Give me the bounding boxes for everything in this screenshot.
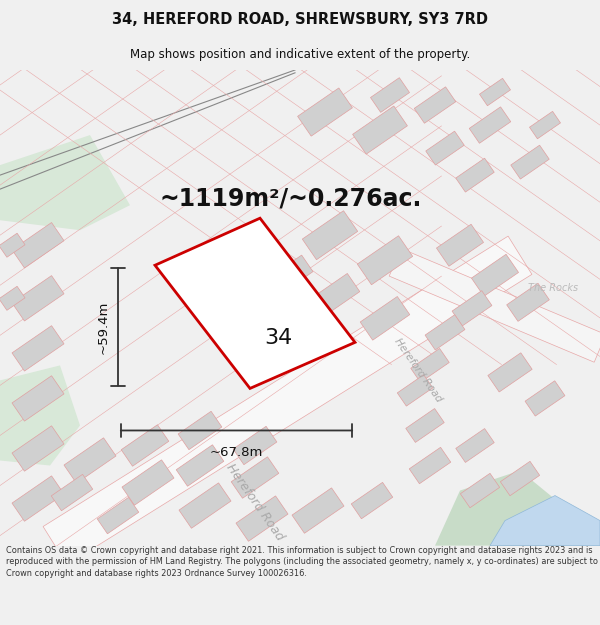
Polygon shape bbox=[12, 222, 64, 268]
Polygon shape bbox=[360, 296, 410, 340]
Polygon shape bbox=[351, 482, 393, 519]
Polygon shape bbox=[472, 254, 518, 296]
Polygon shape bbox=[97, 498, 139, 534]
Polygon shape bbox=[436, 224, 484, 266]
Text: Map shows position and indicative extent of the property.: Map shows position and indicative extent… bbox=[130, 48, 470, 61]
Polygon shape bbox=[179, 483, 231, 528]
Polygon shape bbox=[397, 375, 433, 406]
Text: ~67.8m: ~67.8m bbox=[210, 446, 263, 459]
Polygon shape bbox=[236, 496, 288, 541]
Polygon shape bbox=[12, 476, 64, 521]
Polygon shape bbox=[452, 291, 492, 326]
Polygon shape bbox=[178, 411, 222, 449]
Text: 34: 34 bbox=[264, 328, 292, 348]
Text: ~1119m²/~0.276ac.: ~1119m²/~0.276ac. bbox=[160, 186, 422, 210]
Polygon shape bbox=[155, 218, 355, 388]
Polygon shape bbox=[302, 211, 358, 260]
Polygon shape bbox=[12, 276, 64, 321]
Polygon shape bbox=[310, 274, 360, 317]
Polygon shape bbox=[0, 286, 25, 311]
Polygon shape bbox=[0, 366, 80, 466]
Polygon shape bbox=[490, 496, 600, 546]
Polygon shape bbox=[479, 78, 511, 106]
Polygon shape bbox=[456, 158, 494, 192]
Polygon shape bbox=[0, 233, 25, 258]
Text: Contains OS data © Crown copyright and database right 2021. This information is : Contains OS data © Crown copyright and d… bbox=[6, 546, 598, 578]
Polygon shape bbox=[406, 409, 444, 442]
Polygon shape bbox=[389, 248, 600, 362]
Polygon shape bbox=[529, 111, 560, 139]
Polygon shape bbox=[414, 87, 456, 123]
Polygon shape bbox=[411, 349, 449, 382]
Polygon shape bbox=[51, 474, 93, 511]
Polygon shape bbox=[409, 448, 451, 484]
Polygon shape bbox=[460, 473, 500, 508]
Text: 34, HEREFORD ROAD, SHREWSBURY, SY3 7RD: 34, HEREFORD ROAD, SHREWSBURY, SY3 7RD bbox=[112, 12, 488, 27]
Text: Hereford Road: Hereford Road bbox=[392, 337, 444, 404]
Polygon shape bbox=[122, 460, 174, 505]
Text: Hereford Road: Hereford Road bbox=[224, 462, 286, 544]
Polygon shape bbox=[121, 425, 169, 466]
Polygon shape bbox=[12, 426, 64, 471]
Polygon shape bbox=[435, 471, 575, 546]
Polygon shape bbox=[233, 426, 277, 464]
Polygon shape bbox=[231, 457, 279, 498]
Polygon shape bbox=[511, 145, 549, 179]
Polygon shape bbox=[506, 283, 550, 321]
Polygon shape bbox=[456, 429, 494, 462]
Polygon shape bbox=[64, 438, 116, 483]
Polygon shape bbox=[12, 376, 64, 421]
Polygon shape bbox=[500, 461, 539, 496]
Polygon shape bbox=[426, 131, 464, 165]
Polygon shape bbox=[370, 78, 410, 112]
Polygon shape bbox=[525, 381, 565, 416]
Polygon shape bbox=[358, 236, 413, 285]
Polygon shape bbox=[488, 352, 532, 392]
Polygon shape bbox=[292, 488, 344, 533]
Polygon shape bbox=[267, 255, 313, 296]
Text: ~59.4m: ~59.4m bbox=[97, 300, 110, 354]
Polygon shape bbox=[176, 445, 224, 486]
Polygon shape bbox=[298, 88, 352, 136]
Polygon shape bbox=[425, 315, 465, 350]
Polygon shape bbox=[43, 236, 532, 565]
Text: The Rocks: The Rocks bbox=[528, 283, 578, 293]
Polygon shape bbox=[469, 107, 511, 143]
Polygon shape bbox=[0, 135, 130, 230]
Polygon shape bbox=[353, 106, 407, 154]
Polygon shape bbox=[12, 326, 64, 371]
